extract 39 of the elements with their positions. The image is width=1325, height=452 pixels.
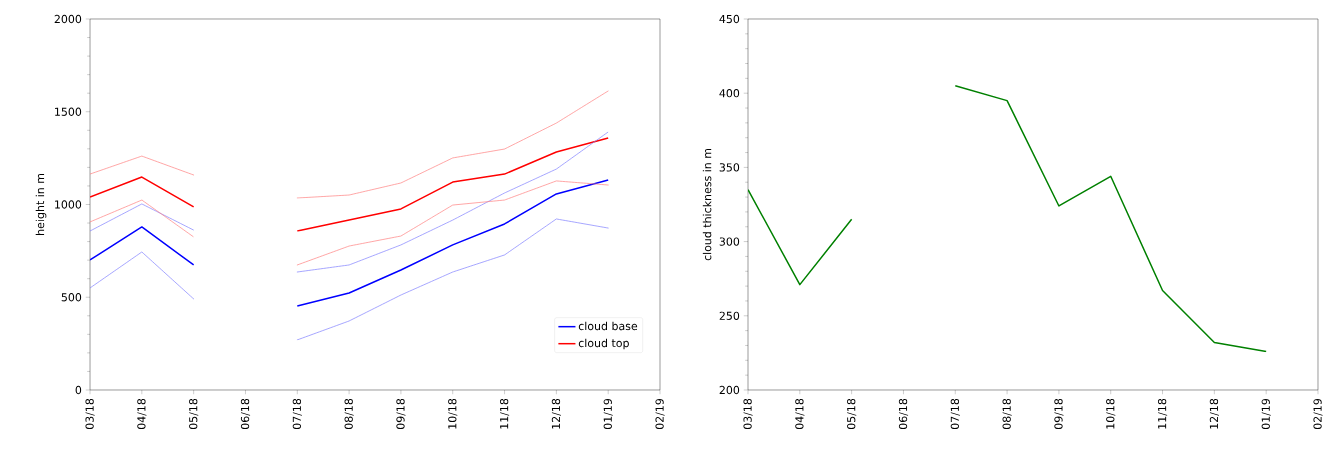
x-tick-label: 11/18	[499, 398, 510, 429]
x-tick-label: 04/18	[795, 398, 805, 430]
y-tick-label: 450	[719, 14, 740, 24]
x-tick-label: 03/18	[85, 398, 95, 430]
x-tick-label: 12/18	[1209, 398, 1219, 429]
x-tick-label: 08/18	[1002, 398, 1012, 430]
y-tick-label: 1500	[55, 107, 82, 116]
y-tick-label: 500	[61, 293, 82, 302]
x-tick-label: 10/18	[1106, 398, 1116, 429]
x-tick-label: 06/18	[898, 398, 909, 430]
x-tick-label: 10/18	[448, 398, 458, 429]
y-tick-label: 400	[719, 89, 740, 98]
x-tick-label: 05/18	[847, 398, 857, 430]
y-tick-label: 300	[719, 237, 740, 246]
x-tick-label: 11/18	[1157, 398, 1168, 429]
y-axis-title: cloud thickness in m	[702, 148, 712, 261]
x-tick-label: 01/19	[603, 398, 613, 430]
legend-label: cloud top	[578, 338, 629, 350]
x-tick-label: 07/18	[292, 398, 302, 430]
y-tick-label: 350	[719, 163, 740, 172]
x-tick-label: 12/18	[551, 398, 561, 429]
x-tick-label: 02/19	[655, 398, 665, 430]
x-tick-label: 06/18	[240, 398, 251, 430]
x-tick-label: 09/18	[396, 398, 406, 430]
y-tick-label: 2000	[54, 14, 82, 24]
x-tick-label: 05/18	[189, 398, 199, 430]
y-tick-label: 0	[75, 385, 82, 395]
x-tick-label: 02/19	[1313, 398, 1323, 430]
y-tick-label: 200	[719, 385, 740, 395]
x-tick-label: 01/19	[1261, 398, 1271, 430]
x-tick-label: 08/18	[344, 398, 354, 430]
x-tick-label: 07/18	[950, 398, 960, 430]
y-tick-label: 250	[719, 311, 740, 320]
legend-label: cloud base	[578, 321, 638, 331]
x-tick-label: 03/18	[743, 398, 753, 430]
y-axis-title: height in m	[35, 174, 47, 235]
y-tick-label: 1000	[55, 200, 82, 209]
x-tick-label: 04/18	[137, 398, 147, 430]
x-tick-label: 09/18	[1054, 398, 1064, 430]
